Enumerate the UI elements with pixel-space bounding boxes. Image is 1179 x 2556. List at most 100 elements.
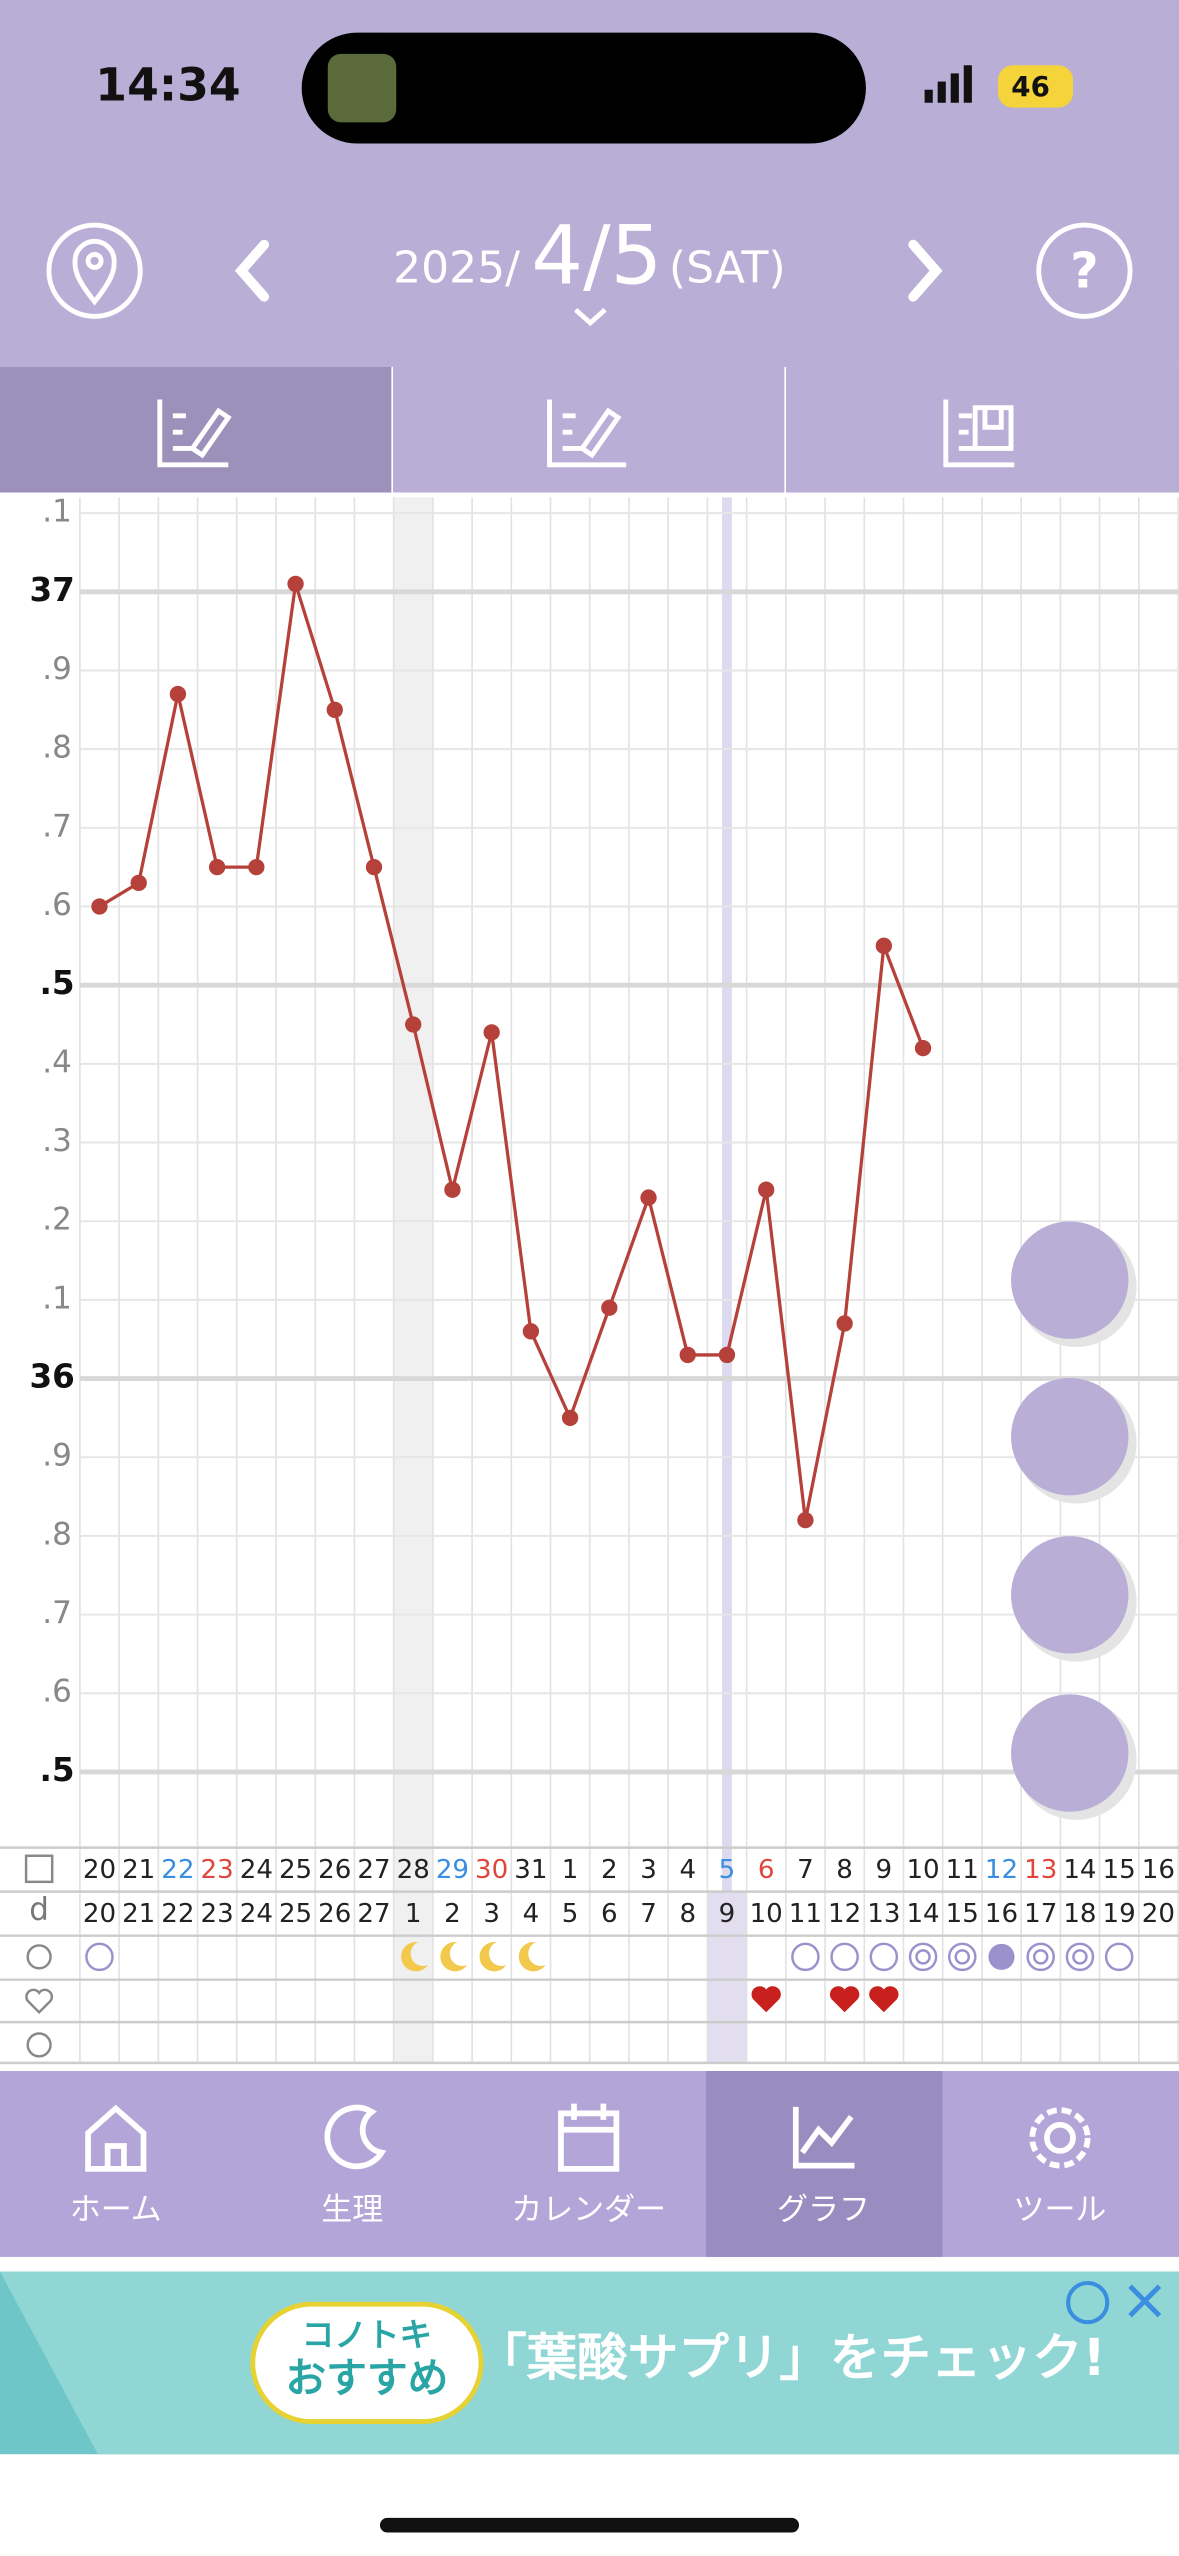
temperature-point — [679, 1346, 696, 1364]
calendar-icon — [24, 1854, 54, 1884]
nav-label: カレンダー — [511, 2192, 666, 2228]
fab-button[interactable] — [1011, 1536, 1129, 1654]
weekday: (SAT) — [669, 243, 786, 294]
test-double — [908, 1942, 938, 1972]
y-tick-label: 37 — [29, 571, 74, 609]
cycle-day: 3 — [483, 1899, 500, 1929]
battery-level: 46 — [1011, 70, 1050, 103]
tab[interactable] — [393, 366, 785, 493]
cycle-day: 16 — [985, 1899, 1018, 1929]
signal — [924, 65, 972, 103]
cycle-day: 9 — [719, 1899, 736, 1929]
test-circle — [1104, 1942, 1134, 1972]
year: 2025/ — [393, 243, 520, 294]
x-tick-label: 2 — [601, 1855, 618, 1885]
help-icon: ? — [1070, 242, 1098, 299]
test-double-inner — [1032, 1949, 1049, 1965]
nav-icons — [85, 2103, 1091, 2172]
test-icon — [26, 1944, 52, 1970]
y-tick-label: .2 — [42, 1202, 72, 1238]
cycle-day: 17 — [1024, 1899, 1057, 1929]
temperature-point — [444, 1181, 461, 1198]
cycle-day: 19 — [1103, 1899, 1136, 1929]
x-tick-label: 1 — [562, 1855, 579, 1885]
date[interactable]: 4/5 — [531, 208, 662, 303]
y-tick-label: .1 — [42, 1280, 72, 1316]
x-tick-label: 7 — [797, 1855, 814, 1885]
nav-label: ツール — [1014, 2192, 1107, 2228]
nav-bg — [0, 2071, 1179, 2257]
y-tick-label: .1 — [42, 494, 72, 530]
fab-button[interactable] — [1011, 1377, 1129, 1496]
x-tick-label: 5 — [719, 1855, 736, 1885]
cycle-day: 15 — [946, 1899, 979, 1929]
temperature-point — [326, 701, 343, 718]
cycle-start-column — [393, 497, 433, 2063]
nav-label: ホーム — [70, 2192, 162, 2228]
x-tick-label: 6 — [758, 1855, 775, 1885]
x-tick-label: 25 — [279, 1855, 312, 1885]
y-tick-label: .9 — [42, 1438, 72, 1474]
next-day[interactable] — [908, 239, 943, 302]
temperature-point — [483, 1024, 500, 1041]
mood-icon — [26, 2032, 52, 2058]
x-tick-label: 24 — [240, 1855, 273, 1885]
location-button[interactable] — [46, 222, 143, 319]
cycle-day: 1 — [405, 1899, 422, 1929]
y-tick-label: .4 — [42, 1044, 72, 1080]
temperature-point — [91, 898, 108, 915]
tab-active[interactable] — [0, 366, 392, 493]
test-star — [988, 1943, 1015, 1970]
x-tick-label: 21 — [122, 1855, 155, 1885]
cycle-day: 22 — [161, 1899, 194, 1929]
y-tick-label: .8 — [42, 1516, 72, 1552]
nav-label: 生理 — [321, 2192, 383, 2228]
cycle-day: 18 — [1063, 1899, 1096, 1929]
test-double-inner — [915, 1949, 931, 1965]
temperature-point — [718, 1346, 736, 1364]
x-tick-label: 23 — [201, 1855, 234, 1885]
moon — [518, 1942, 546, 1972]
battery — [997, 65, 1074, 108]
x-tick-label: 28 — [397, 1855, 430, 1885]
cycle-day: 20 — [1142, 1899, 1175, 1929]
x-tick-label: 11 — [946, 1855, 979, 1885]
cycle-day: 2 — [444, 1899, 461, 1929]
temperature-point — [248, 858, 265, 876]
x-tick-label: 29 — [436, 1855, 469, 1885]
ad-close[interactable] — [1128, 2284, 1162, 2318]
temperature-point — [208, 858, 226, 876]
temperature-point — [522, 1323, 540, 1340]
test-double — [948, 1942, 977, 1972]
temperature-point — [758, 1181, 775, 1198]
cycle-label: d — [29, 1892, 49, 1928]
y-tick-label: .3 — [42, 1123, 72, 1159]
fab-button[interactable] — [1011, 1221, 1129, 1339]
x-tick-label: 27 — [357, 1855, 390, 1885]
dynamic-island — [301, 32, 866, 144]
cycle-day: 21 — [122, 1899, 155, 1929]
temperature-point — [287, 575, 304, 593]
help-button[interactable] — [1036, 222, 1133, 319]
x-tick-label: 8 — [836, 1855, 853, 1885]
cycle-day: 13 — [867, 1899, 900, 1929]
test-double-inner — [954, 1949, 971, 1965]
cycle-day: 20 — [83, 1899, 116, 1929]
temperature-point — [797, 1511, 814, 1529]
tab-icons — [157, 399, 1015, 468]
prev-day[interactable] — [234, 239, 270, 302]
heart — [829, 1986, 860, 2013]
time: 14:34 — [95, 59, 240, 112]
date-dropdown[interactable] — [574, 308, 607, 327]
temperature-point — [169, 685, 187, 703]
cycle-day: 24 — [240, 1899, 273, 1929]
heart-icon — [25, 1988, 54, 2015]
x-tick-label: 14 — [1063, 1855, 1096, 1885]
y-tick-label: .7 — [42, 808, 72, 844]
ad-info[interactable] — [1066, 2280, 1110, 2325]
fab-button[interactable] — [1011, 1694, 1129, 1812]
x-tick-label: 15 — [1103, 1855, 1136, 1885]
ad-badge-bottom: おすすめ — [285, 2354, 448, 2402]
